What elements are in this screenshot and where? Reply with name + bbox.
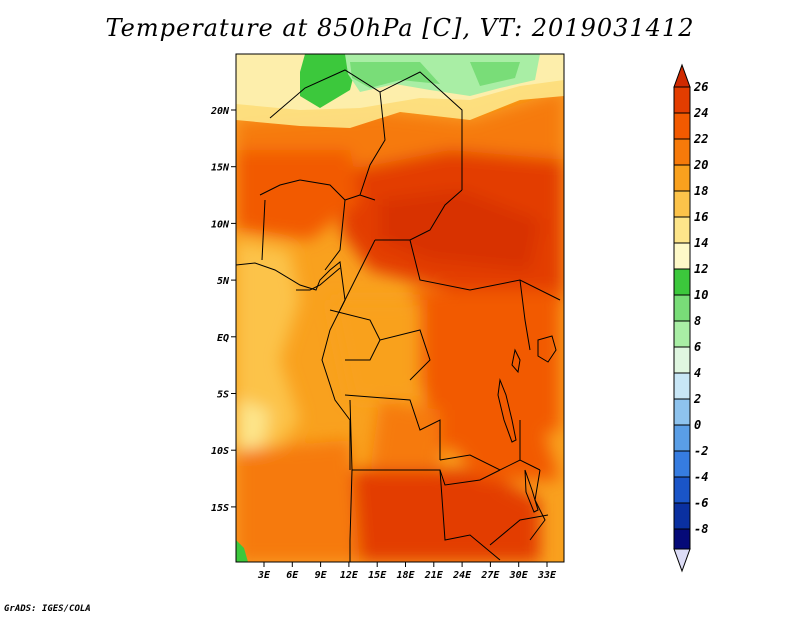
colorbar-label: 14 bbox=[694, 236, 708, 250]
colorbar-label: 12 bbox=[694, 262, 708, 276]
coastline bbox=[236, 261, 351, 470]
lakes bbox=[497, 335, 557, 513]
lat-label: 15S bbox=[211, 503, 229, 514]
chart-title: Temperature at 850hPa [C], VT: 201903141… bbox=[105, 14, 695, 42]
colorbar-label: -6 bbox=[694, 496, 708, 510]
colorbar-label: 20 bbox=[693, 158, 708, 172]
colorbar-swatch bbox=[673, 86, 691, 114]
colorbar-top-arrow bbox=[673, 63, 691, 88]
lat-label: 20N bbox=[210, 106, 230, 117]
lon-label: 24E bbox=[452, 570, 472, 581]
colorbar-swatch bbox=[673, 346, 691, 374]
colorbar-swatch bbox=[673, 398, 691, 426]
lat-label: 15N bbox=[211, 163, 230, 174]
colorbar-swatch bbox=[673, 268, 691, 296]
colorbar-swatch bbox=[673, 424, 691, 452]
colorbar-label: -8 bbox=[694, 522, 708, 536]
colorbar-swatch bbox=[673, 164, 691, 192]
colorbar-swatch bbox=[673, 216, 691, 244]
lon-label: 6E bbox=[286, 570, 299, 581]
colorbar-label: 22 bbox=[693, 132, 708, 146]
colorbar-label: 2 bbox=[693, 392, 701, 406]
credit-text: GrADS: IGES/COLA bbox=[4, 604, 91, 614]
lon-label: 21E bbox=[424, 570, 444, 581]
colorbar-swatch bbox=[673, 190, 691, 218]
colorbar-label: -2 bbox=[694, 444, 708, 458]
colorbar-label: 0 bbox=[694, 418, 701, 432]
lon-label: 30E bbox=[509, 570, 529, 581]
colorbar-swatch bbox=[673, 138, 691, 166]
colorbar-label: 6 bbox=[694, 340, 701, 354]
map-frame bbox=[235, 53, 565, 563]
colorbar-swatch bbox=[673, 450, 691, 478]
colorbar-swatch bbox=[673, 320, 691, 348]
colorbar-swatch bbox=[673, 242, 691, 270]
colorbar-label: 16 bbox=[694, 210, 708, 224]
colorbar-label: 26 bbox=[693, 80, 708, 94]
longitude-labels: 3E 6E 9E 12E 15E 18E 21E 24E 27E 30E 33E bbox=[257, 562, 557, 581]
latitude-labels: 20N 15N 10N 5N EQ 5S 10S 15S bbox=[210, 106, 236, 514]
temperature-field bbox=[236, 54, 564, 562]
colorbar-bottom-arrow bbox=[673, 548, 691, 573]
colorbar-label: 24 bbox=[693, 106, 708, 120]
lat-label: EQ bbox=[217, 333, 229, 344]
colorbar-swatch bbox=[673, 502, 691, 530]
lat-label: 10S bbox=[211, 446, 229, 457]
colorbar-label: 18 bbox=[694, 184, 708, 198]
colorbar-swatch bbox=[673, 476, 691, 504]
lon-label: 12E bbox=[340, 570, 359, 581]
colorbar-swatch bbox=[673, 112, 691, 140]
lon-label: 18E bbox=[396, 570, 415, 581]
lon-label: 15E bbox=[368, 570, 387, 581]
lat-label: 5S bbox=[217, 390, 229, 401]
lat-label: 5N bbox=[217, 276, 230, 287]
lon-label: 33E bbox=[537, 570, 557, 581]
lon-label: 27E bbox=[480, 570, 500, 581]
lat-label: 10N bbox=[211, 219, 230, 230]
colorbar-label: 4 bbox=[694, 366, 701, 380]
colorbar-label: 10 bbox=[694, 288, 708, 302]
lon-label: 3E bbox=[257, 570, 271, 581]
colorbar-label: 8 bbox=[694, 314, 701, 328]
colorbar-swatch bbox=[673, 294, 691, 322]
colorbar-swatch bbox=[673, 372, 691, 400]
colorbar-swatch bbox=[673, 528, 691, 550]
lon-label: 9E bbox=[315, 570, 328, 581]
colorbar-label: -4 bbox=[694, 470, 708, 484]
